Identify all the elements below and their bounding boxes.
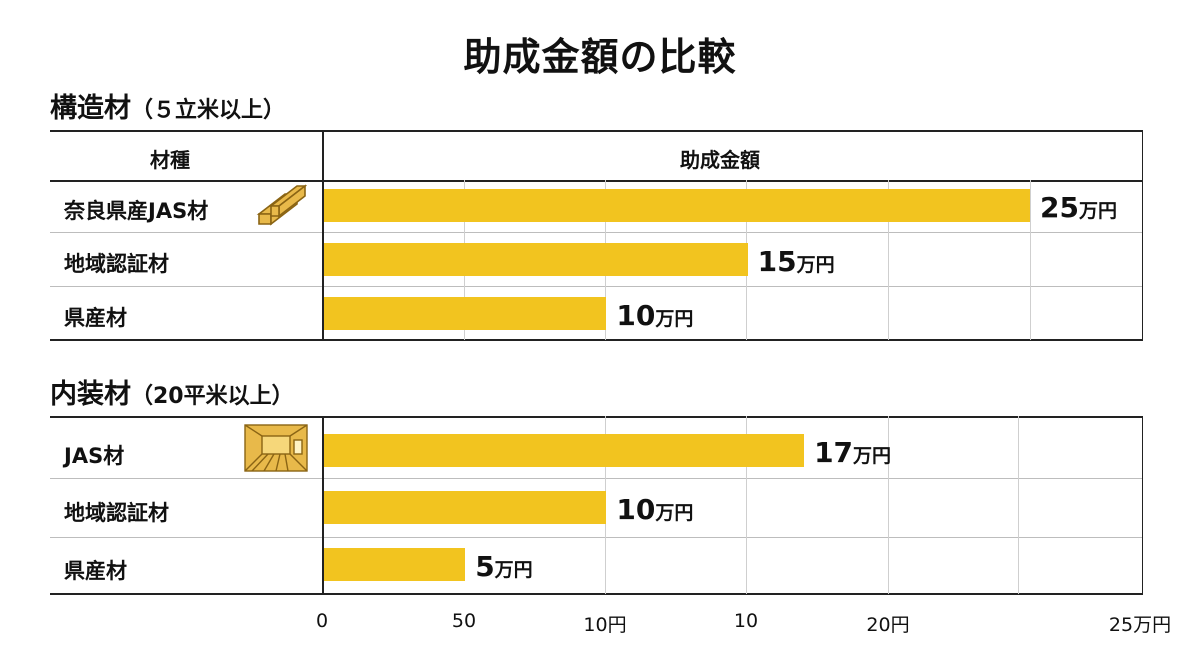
column-header-category: 材種 bbox=[150, 148, 190, 172]
bar-value-label: 10万円 bbox=[616, 493, 693, 526]
value-axis bbox=[322, 130, 324, 341]
category-label: 奈良県産JAS材 bbox=[64, 199, 209, 223]
bar-value-label: 5万円 bbox=[475, 550, 533, 583]
bar-unit: 万円 bbox=[655, 502, 694, 524]
bar-unit: 万円 bbox=[853, 445, 892, 467]
table-bottom-rule bbox=[50, 593, 1143, 595]
category-label: 県産材 bbox=[64, 306, 127, 330]
table-right-rule bbox=[1142, 130, 1143, 341]
header-rule bbox=[50, 180, 1143, 182]
x-tick-label: 20円 bbox=[866, 614, 910, 636]
lumber-stack-icon bbox=[256, 184, 307, 226]
section-title-structural: 構造材（５立米以上） bbox=[50, 86, 285, 125]
chart-title: 助成金額の比較 bbox=[463, 35, 737, 79]
bar-value: 17 bbox=[814, 436, 854, 469]
bar-unit: 万円 bbox=[796, 254, 835, 276]
row-divider bbox=[50, 232, 1143, 233]
grid-line bbox=[888, 416, 889, 594]
table-top-rule bbox=[50, 416, 1143, 418]
bar-value: 25 bbox=[1040, 191, 1079, 224]
section-name: 構造材 bbox=[50, 93, 131, 124]
bar-unit: 万円 bbox=[655, 308, 694, 330]
table-right-rule bbox=[1142, 416, 1143, 595]
section-name: 内装材 bbox=[50, 379, 131, 410]
column-header-amount: 助成金額 bbox=[680, 148, 760, 172]
x-tick-label: 25万円 bbox=[1108, 614, 1172, 636]
value-axis bbox=[322, 416, 324, 595]
category-label: 地域認証材 bbox=[64, 252, 169, 276]
row-divider bbox=[50, 537, 1143, 538]
grid-line bbox=[888, 180, 889, 340]
category-label: JAS材 bbox=[64, 444, 125, 468]
bar-value: 10 bbox=[616, 493, 656, 526]
x-tick-label: 10 bbox=[733, 610, 759, 632]
bar bbox=[324, 189, 1030, 222]
section-title-interior: 内装材（20平米以上） bbox=[50, 372, 294, 411]
bar-value-label: 25万円 bbox=[1040, 191, 1117, 224]
grid-line bbox=[1018, 416, 1019, 594]
x-tick-label: 10円 bbox=[583, 614, 627, 636]
bar bbox=[324, 491, 607, 524]
bar-value: 5 bbox=[475, 550, 495, 583]
section-condition: （20平米以上） bbox=[131, 384, 294, 409]
category-label: 県産材 bbox=[64, 559, 127, 583]
grid-line bbox=[1030, 180, 1031, 340]
bar-value-label: 17万円 bbox=[814, 436, 891, 469]
bar-value: 15 bbox=[757, 245, 797, 278]
bar-value-label: 15万円 bbox=[758, 245, 835, 278]
x-tick-label: 50 bbox=[451, 610, 477, 632]
wood-room-icon bbox=[244, 424, 308, 472]
bar bbox=[324, 297, 607, 330]
bar bbox=[324, 548, 466, 581]
section-condition: （５立米以上） bbox=[131, 98, 286, 123]
row-divider bbox=[50, 478, 1143, 479]
bar-value-label: 10万円 bbox=[616, 299, 693, 332]
x-tick-label: 0 bbox=[315, 610, 329, 632]
table-top-rule bbox=[50, 130, 1143, 132]
bar bbox=[324, 434, 805, 467]
category-label: 地域認証材 bbox=[64, 501, 169, 525]
bar-value: 10 bbox=[616, 299, 656, 332]
table-bottom-rule bbox=[50, 339, 1143, 341]
bar-unit: 万円 bbox=[1078, 200, 1117, 222]
bar bbox=[324, 243, 748, 276]
row-divider bbox=[50, 286, 1143, 287]
grid-line bbox=[746, 416, 747, 594]
bar-unit: 万円 bbox=[494, 559, 533, 581]
